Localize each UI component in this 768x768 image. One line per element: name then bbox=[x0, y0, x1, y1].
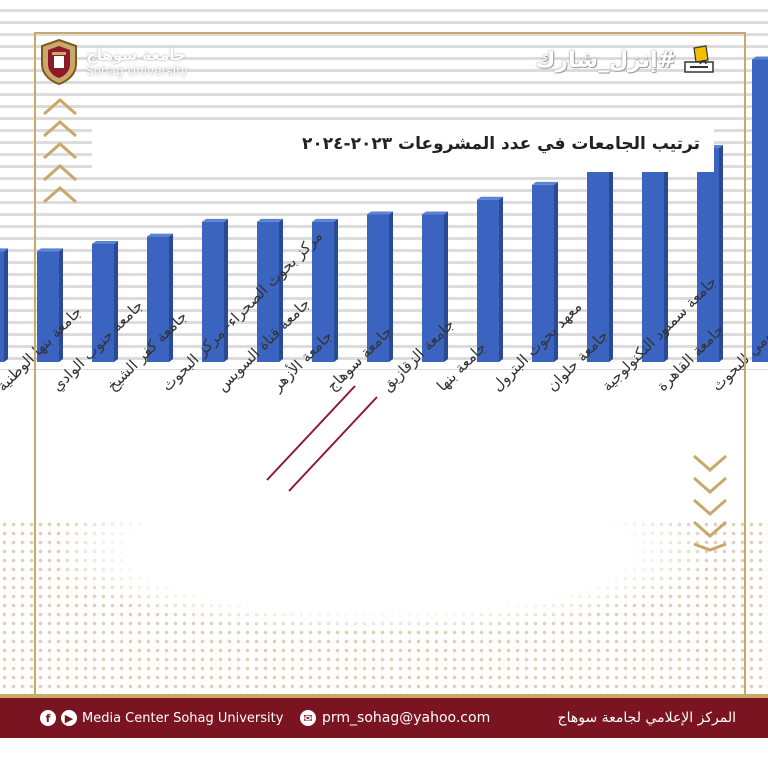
facebook-icon[interactable]: f bbox=[40, 710, 56, 726]
bottom-strip bbox=[0, 738, 768, 768]
bar-3 bbox=[147, 233, 173, 362]
footer-gold-line bbox=[0, 694, 768, 698]
bar-10 bbox=[532, 181, 558, 362]
footer-email[interactable]: ✉ prm_sohag@yahoo.com bbox=[300, 710, 490, 726]
bar-12 bbox=[642, 159, 668, 362]
highlight-underline-1 bbox=[288, 396, 378, 492]
chevrons-right-icon bbox=[693, 454, 727, 552]
bar-6 bbox=[312, 218, 338, 362]
bar-5 bbox=[257, 218, 283, 362]
footer-email-text: prm_sohag@yahoo.com bbox=[322, 710, 491, 726]
bar-14 bbox=[752, 56, 768, 363]
logo-arabic-text: جامعة سوهاج bbox=[86, 46, 186, 64]
footer-bar: f ▶ Media Center Sohag University ✉ prm_… bbox=[0, 698, 768, 738]
bar-0 bbox=[0, 248, 8, 362]
bar-9 bbox=[477, 196, 503, 362]
university-seal-icon bbox=[41, 38, 77, 86]
bar-7 bbox=[367, 211, 393, 362]
bar-1 bbox=[37, 248, 63, 362]
mail-icon: ✉ bbox=[300, 710, 316, 726]
footer-arabic-text: المركز الإعلامي لجامعة سوهاج bbox=[557, 710, 736, 726]
bar-11 bbox=[587, 167, 613, 362]
chevrons-left-icon bbox=[43, 98, 77, 204]
university-logo: جامعة سوهاج Sohag University bbox=[38, 38, 188, 86]
highlight-underline-0 bbox=[266, 385, 356, 481]
logo-english-text: Sohag University bbox=[86, 64, 188, 78]
hashtag-badge: #إنزل_شارك bbox=[535, 44, 716, 76]
bar-2 bbox=[92, 240, 118, 362]
hashtag-text: #إنزل_شارك bbox=[535, 47, 676, 73]
bars-group bbox=[0, 56, 768, 363]
bar-4 bbox=[202, 218, 228, 362]
youtube-icon[interactable]: ▶ bbox=[61, 710, 77, 726]
ballot-box-icon bbox=[684, 45, 714, 73]
title-box: ترتيب الجامعات في عدد المشروعات ٢٠٢٣-٢٠٢… bbox=[92, 122, 714, 172]
footer-media-center-text: Media Center Sohag University bbox=[82, 710, 284, 726]
chart-title: ترتيب الجامعات في عدد المشروعات ٢٠٢٣-٢٠٢… bbox=[301, 134, 700, 154]
bar-8 bbox=[422, 211, 448, 362]
halftone-mask bbox=[60, 470, 700, 630]
footer-social: f ▶ Media Center Sohag University bbox=[40, 710, 283, 726]
